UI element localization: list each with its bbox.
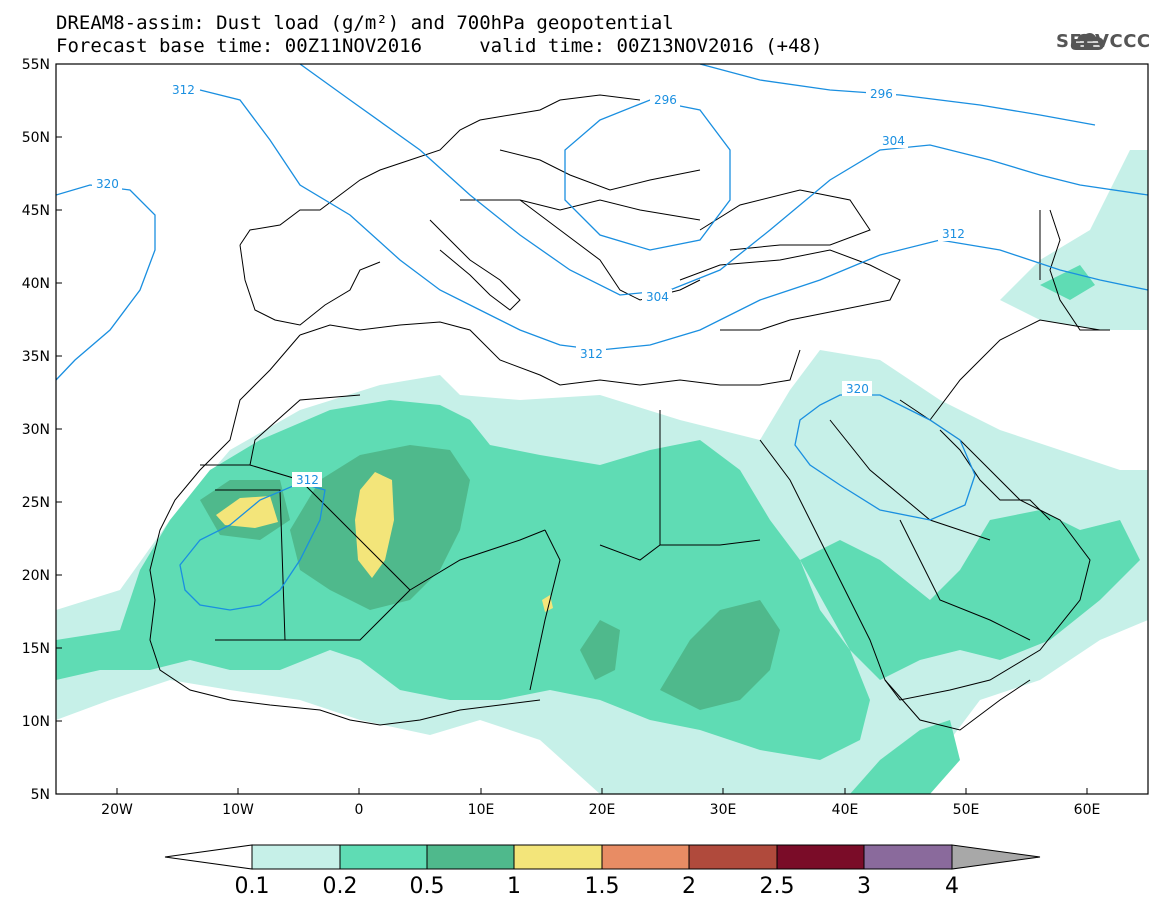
contour-label-312: 312	[580, 347, 603, 361]
lon-label-10w: 10W	[222, 802, 254, 818]
coastline-turkey	[679, 249, 901, 331]
colorbar-bin-2	[339, 844, 428, 870]
contour-labels: 312 320 296 296 304 312 304 312 320 312	[92, 82, 968, 487]
border-mauritania	[215, 489, 286, 641]
colorbar-bin-8	[863, 844, 953, 870]
lat-label-15n: 15N	[22, 641, 50, 657]
contour-label-320: 320	[96, 177, 119, 191]
colorbar-label: 2.5	[760, 874, 795, 899]
dust-area-medium-arabia	[800, 510, 1140, 680]
contour-312-north	[199, 89, 1148, 351]
coastline-horn	[884, 679, 1031, 731]
dust-area-light-caspian	[1000, 150, 1148, 330]
lon-label-20w: 20W	[101, 802, 133, 818]
contour-label-296: 296	[870, 87, 893, 101]
border-niger	[409, 529, 546, 591]
dust-area-dark-chad	[580, 620, 620, 680]
lat-label-55n: 55N	[22, 57, 50, 73]
lon-axis: 20W 10W 0 10E 20E 30E 40E 50E 60E	[101, 788, 1100, 818]
lon-label-60e: 60E	[1074, 802, 1101, 818]
contour-label-312: 312	[172, 83, 195, 97]
contour-320-arabia	[794, 394, 976, 521]
border-arabia-2	[899, 519, 1031, 641]
coastline-gulf	[939, 429, 1051, 521]
border-europe-1	[460, 199, 701, 221]
logo-text: SEEVCCC	[1056, 31, 1151, 52]
contour-296-loop	[564, 99, 731, 251]
coastline-north-africa	[299, 321, 801, 386]
border-sahara-2	[249, 394, 361, 466]
contour-label-320: 320	[846, 382, 869, 396]
dust-area-dark-sudan	[660, 600, 780, 710]
contour-label-312: 312	[296, 473, 319, 487]
colorbar-bin-7	[776, 844, 865, 870]
coastline-red-sea	[759, 399, 1091, 701]
lat-label-40n: 40N	[22, 276, 50, 292]
colorbar-label: 0.2	[323, 874, 358, 899]
lat-label-10n: 10N	[22, 714, 50, 730]
lon-label-0: 0	[355, 802, 364, 818]
colorbar-label: 0.1	[235, 874, 270, 899]
dust-area-yellow-algeria	[355, 472, 394, 578]
border-arabia-1	[829, 419, 991, 541]
colorbar-label: 4	[945, 874, 959, 899]
border-chad	[529, 529, 561, 691]
colorbar: 0.1 0.2 0.5 1 1.5 2 2.5 3 4	[164, 844, 1041, 899]
contour-312-sahara	[179, 482, 326, 611]
dust-area-medium-horn	[850, 720, 960, 794]
colorbar-bin-4	[513, 844, 603, 870]
lon-label-20e: 20E	[589, 802, 616, 818]
colorbar-label: 0.5	[410, 874, 445, 899]
coastline-iberia	[239, 244, 381, 326]
lon-label-50e: 50E	[953, 802, 980, 818]
dust-area-yellow-mauritania	[216, 496, 278, 528]
colorbar-high-arrow	[951, 844, 1041, 870]
border-europe-2	[499, 149, 701, 191]
contour-320-west	[56, 184, 156, 381]
border-sudan	[599, 539, 761, 561]
lon-label-40e: 40E	[832, 802, 859, 818]
contour-label-296: 296	[654, 93, 677, 107]
lat-label-5n: 5N	[31, 787, 50, 803]
contour-304	[299, 64, 1148, 296]
coastline-west-africa	[149, 334, 541, 726]
title-line-1: DREAM8-assim: Dust load (g/m²) and 700hP…	[56, 12, 674, 34]
colorbar-label: 2	[682, 874, 696, 899]
colorbar-low-arrow	[164, 844, 253, 870]
colorbar-bin-1	[251, 844, 341, 870]
coastlines-borders	[149, 94, 1110, 731]
lat-axis: 55N 50N 45N 40N 35N 30N 25N 20N 15N 10N …	[22, 57, 62, 803]
colorbar-bin-3	[426, 844, 515, 870]
contour-label-312: 312	[942, 227, 965, 241]
contour-label-304: 304	[646, 290, 669, 304]
lat-label-45n: 45N	[22, 203, 50, 219]
dust-area-medium-caspian	[1040, 265, 1095, 300]
coastline-balkans	[519, 199, 701, 301]
colorbar-bin-6	[688, 844, 778, 870]
colorbar-bin-5	[601, 844, 690, 870]
coastline-caspian	[1049, 209, 1110, 331]
lon-label-10e: 10E	[468, 802, 495, 818]
coastline-europe	[239, 94, 641, 246]
lat-label-50n: 50N	[22, 130, 50, 146]
cloud-icon	[1070, 33, 1104, 50]
coastline-italy	[429, 219, 521, 311]
lat-label-35n: 35N	[22, 349, 50, 365]
coastline-black-sea	[699, 189, 871, 251]
contour-label-304: 304	[882, 134, 905, 148]
colorbar-label: 1.5	[585, 874, 620, 899]
colorbar-label: 3	[857, 874, 871, 899]
lat-label-30n: 30N	[22, 422, 50, 438]
lat-label-20n: 20N	[22, 568, 50, 584]
contour-296-north	[699, 64, 1096, 126]
border-iran	[929, 319, 1101, 421]
colorbar-label: 1	[507, 874, 521, 899]
lon-label-30e: 30E	[710, 802, 737, 818]
lat-label-25n: 25N	[22, 495, 50, 511]
title-line-2: Forecast base time: 00Z11NOV2016 valid t…	[56, 35, 823, 57]
border-mali	[280, 589, 411, 641]
